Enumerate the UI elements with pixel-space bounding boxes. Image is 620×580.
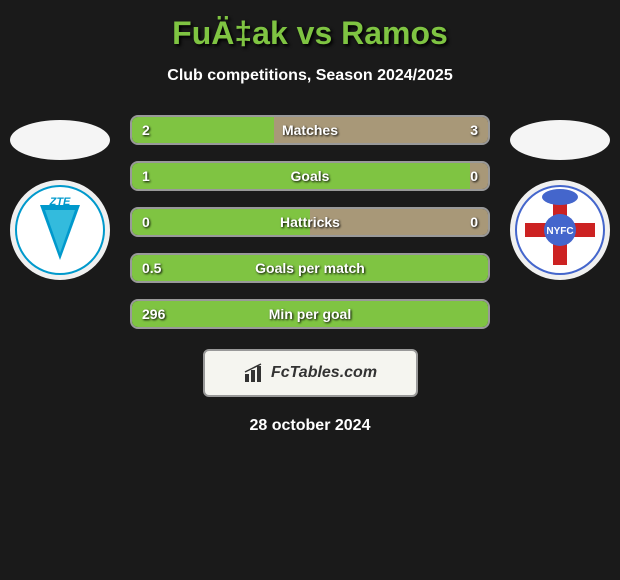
stat-fill-left bbox=[132, 117, 274, 143]
stat-value-left: 296 bbox=[142, 306, 165, 322]
player-left-panel: ZTE bbox=[10, 120, 110, 280]
stat-value-right: 0 bbox=[470, 168, 478, 184]
zte-badge-icon: ZTE bbox=[15, 185, 105, 275]
subtitle: Club competitions, Season 2024/2025 bbox=[0, 67, 620, 85]
stat-row-matches: 2 Matches 3 bbox=[130, 115, 490, 145]
stat-value-left: 0.5 bbox=[142, 260, 161, 276]
stat-value-right: 0 bbox=[470, 214, 478, 230]
stat-label: Matches bbox=[282, 122, 338, 138]
stat-row-hattricks: 0 Hattricks 0 bbox=[130, 207, 490, 237]
team-badge-right: NYFC bbox=[510, 180, 610, 280]
stat-row-min-per-goal: 296 Min per goal bbox=[130, 299, 490, 329]
stat-value-left: 0 bbox=[142, 214, 150, 230]
svg-text:NYFC: NYFC bbox=[546, 226, 573, 237]
svg-text:ZTE: ZTE bbox=[49, 196, 71, 208]
stat-row-goals: 1 Goals 0 bbox=[130, 161, 490, 191]
chart-icon bbox=[243, 362, 265, 384]
stat-label: Goals per match bbox=[255, 260, 365, 276]
page-title: FuÄ‡ak vs Ramos bbox=[0, 15, 620, 52]
date-text: 28 october 2024 bbox=[0, 417, 620, 435]
stat-value-left: 1 bbox=[142, 168, 150, 184]
player-left-avatar bbox=[10, 120, 110, 160]
stat-label: Hattricks bbox=[280, 214, 340, 230]
player-right-panel: NYFC bbox=[510, 120, 610, 280]
nysc-badge-icon: NYFC bbox=[515, 185, 605, 275]
stat-value-left: 2 bbox=[142, 122, 150, 138]
watermark-box: FcTables.com bbox=[203, 349, 418, 397]
player-right-avatar bbox=[510, 120, 610, 160]
stat-row-goals-per-match: 0.5 Goals per match bbox=[130, 253, 490, 283]
team-badge-left: ZTE bbox=[10, 180, 110, 280]
stat-value-right: 3 bbox=[470, 122, 478, 138]
stat-label: Min per goal bbox=[269, 306, 351, 322]
stats-area: 2 Matches 3 1 Goals 0 0 Hattricks 0 0.5 … bbox=[130, 115, 490, 329]
stat-label: Goals bbox=[291, 168, 330, 184]
watermark-text: FcTables.com bbox=[271, 364, 377, 382]
